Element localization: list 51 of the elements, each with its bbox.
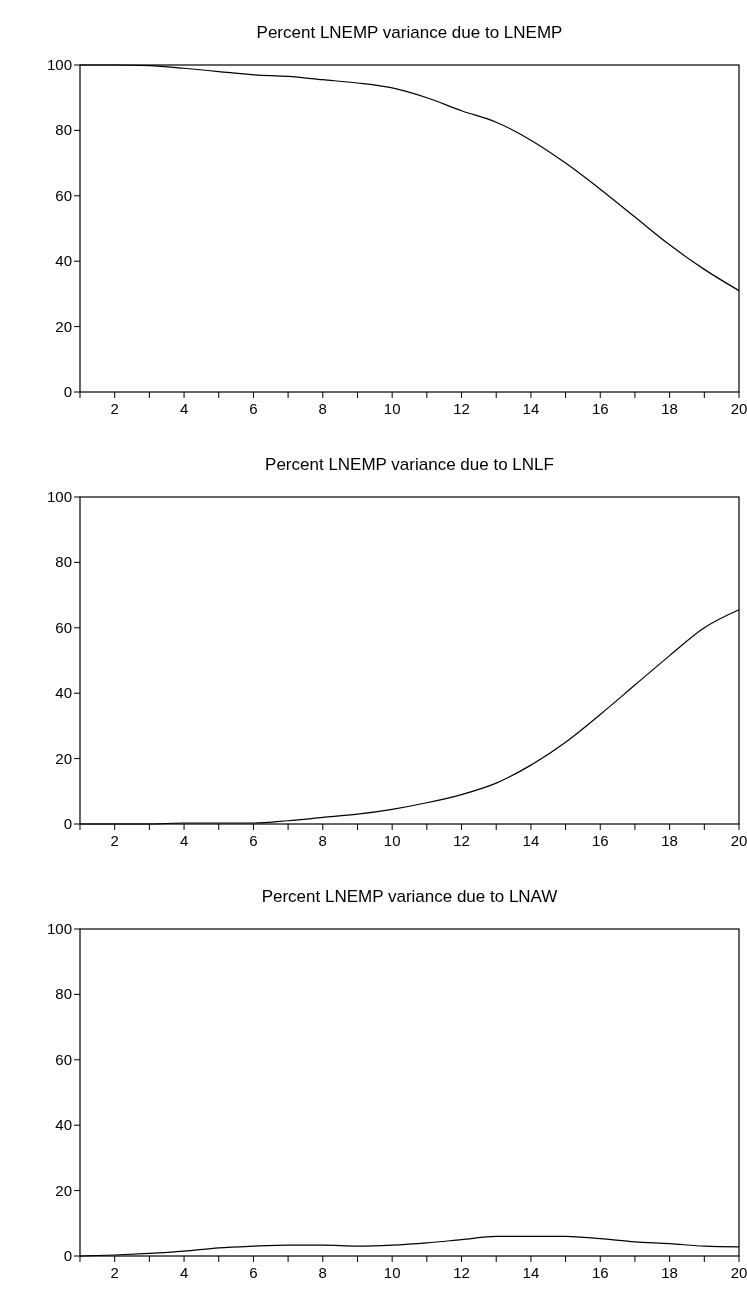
x-tick-label: 12 [453, 1264, 470, 1281]
y-tick-label: 20 [55, 1181, 72, 1199]
x-tick-label: 10 [383, 400, 401, 417]
y-tick-label: 100 [46, 920, 72, 937]
x-tick-label: 2 [110, 1264, 119, 1281]
y-tick-label: 80 [55, 121, 72, 139]
x-tick-label: 16 [591, 1264, 609, 1281]
y-tick-label: 60 [55, 186, 72, 204]
y-tick-label: 100 [46, 56, 72, 73]
x-tick-label: 8 [318, 1264, 327, 1281]
x-tick-label: 6 [249, 832, 258, 849]
x-tick-label: 10 [383, 832, 401, 849]
x-tick-label: 2 [110, 400, 119, 417]
y-tick-label: 80 [55, 985, 72, 1003]
x-tick-label: 6 [249, 1264, 258, 1281]
y-tick-label: 100 [46, 488, 72, 505]
x-tick-label: 4 [179, 832, 189, 849]
x-tick-label: 2 [110, 832, 119, 849]
x-tick-label: 10 [383, 1264, 401, 1281]
y-tick-label: 0 [63, 1247, 72, 1264]
x-tick-label: 6 [249, 400, 258, 417]
chart-title: Percent LNEMP variance due to LNAW [261, 887, 558, 906]
chart-title: Percent LNEMP variance due to LNEMP [256, 23, 563, 42]
x-tick-label: 4 [179, 400, 189, 417]
x-tick-label: 18 [661, 1264, 678, 1281]
y-tick-label: 40 [55, 684, 72, 702]
x-tick-label: 20 [730, 832, 747, 849]
y-tick-label: 20 [55, 317, 72, 335]
y-tick-label: 40 [55, 1116, 72, 1134]
chart-title: Percent LNEMP variance due to LNLF [265, 455, 554, 474]
y-tick-label: 0 [63, 383, 72, 400]
x-tick-label: 16 [591, 832, 609, 849]
x-tick-label: 4 [179, 1264, 189, 1281]
y-tick-label: 0 [63, 815, 72, 832]
y-tick-label: 80 [55, 553, 72, 571]
x-tick-label: 12 [453, 832, 470, 849]
x-tick-label: 20 [730, 1264, 747, 1281]
x-tick-label: 18 [661, 400, 678, 417]
y-tick-label: 20 [55, 749, 72, 767]
x-tick-label: 18 [661, 832, 678, 849]
x-tick-label: 8 [318, 832, 327, 849]
x-tick-label: 14 [522, 1264, 540, 1281]
x-tick-label: 14 [522, 832, 540, 849]
x-tick-label: 8 [318, 400, 327, 417]
x-tick-label: 16 [591, 400, 609, 417]
x-tick-label: 14 [522, 400, 540, 417]
x-tick-label: 20 [730, 400, 747, 417]
y-tick-label: 60 [55, 618, 72, 636]
y-tick-label: 60 [55, 1050, 72, 1068]
y-tick-label: 40 [55, 252, 72, 270]
x-tick-label: 12 [453, 400, 470, 417]
